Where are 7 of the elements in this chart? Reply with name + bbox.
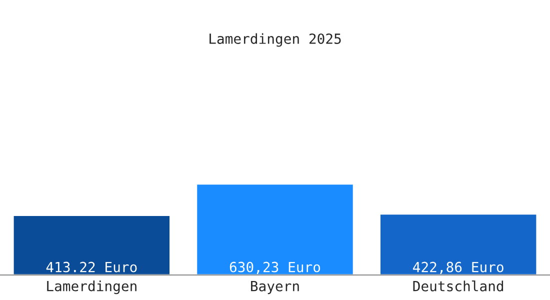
x-tick-label: Deutschland — [413, 280, 504, 292]
chart-title: Lamerdingen 2025 — [210, 33, 341, 47]
data-label: 630,23 Euro — [230, 262, 320, 274]
x-tick-label: Lamerdingen — [47, 280, 136, 294]
data-label: 413.22 Euro — [46, 262, 137, 272]
x-tick-label: Bayern — [251, 281, 299, 294]
data-label: 422,86 Euro — [413, 262, 504, 274]
